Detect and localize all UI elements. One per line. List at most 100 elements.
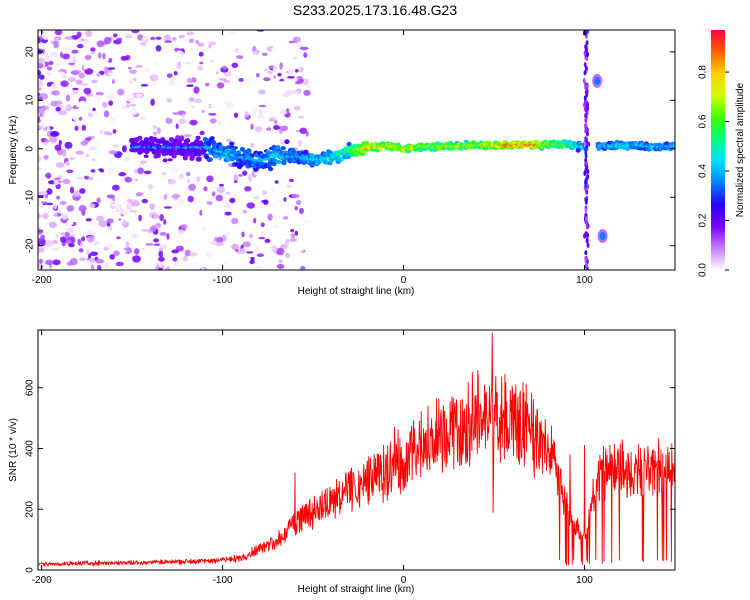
heat-burst-cell	[585, 166, 589, 172]
heat-noise-cell	[129, 209, 138, 213]
heat-burst-cell	[585, 220, 589, 226]
heat-burst-cell	[584, 232, 588, 238]
heat-noise-cell	[59, 236, 67, 243]
heat-noise-cell	[124, 176, 133, 183]
heat-noise-cell	[234, 58, 242, 64]
heat-ridge-cell	[155, 152, 161, 158]
heat-noise-cell	[216, 186, 226, 193]
heat-noise-cell	[234, 223, 238, 230]
heat-noise-cell	[41, 186, 48, 192]
heat-noise-cell	[304, 220, 312, 224]
heat-noise-cell	[53, 180, 60, 186]
heat-noise-cell	[280, 33, 286, 38]
heat-noise-cell	[172, 112, 180, 116]
heat-noise-cell	[38, 190, 48, 196]
heat-noise-cell	[105, 156, 113, 164]
heat-noise-cell	[296, 199, 302, 206]
heat-burst-cell	[587, 141, 591, 147]
heat-noise-cell	[194, 98, 202, 104]
heat-noise-cell	[55, 63, 61, 67]
heat-noise-cell	[111, 79, 115, 84]
heat-noise-cell	[215, 194, 223, 202]
heat-noise-cell	[271, 46, 280, 54]
snr-series-line	[38, 332, 675, 567]
heat-noise-cell	[258, 185, 266, 190]
snr-y-ticks: 0 200 400 600	[25, 379, 675, 573]
heat-noise-cell	[118, 172, 127, 177]
heat-noise-cell	[211, 191, 216, 197]
heat-noise-cell	[112, 33, 118, 38]
heat-noise-cell	[229, 197, 236, 204]
heat-noise-cell	[230, 73, 238, 79]
heat-noise-cell	[81, 236, 86, 242]
heat-noise-cell	[88, 257, 97, 263]
heat-noise-cell	[42, 266, 48, 270]
heat-noise-cell	[38, 251, 43, 257]
heat-noise-cell	[177, 50, 185, 59]
heat-noise-cell	[44, 155, 48, 161]
heat-noise-cell	[112, 129, 117, 134]
heat-ridge-cell	[171, 154, 177, 159]
heat-noise-cell	[238, 77, 244, 82]
heat-noise-cell	[276, 187, 285, 194]
heat-noise-cell	[178, 34, 186, 39]
heat-noise-cell	[241, 231, 245, 238]
heat-noise-cell	[219, 183, 224, 187]
heat-ridge-cell	[143, 154, 149, 158]
heat-noise-cell	[205, 252, 213, 258]
heat-noise-cell	[236, 55, 244, 60]
colorbar-ticks: 0.0 0.2 0.4 0.6 0.8	[698, 65, 729, 277]
heat-noise-cell	[242, 210, 247, 214]
heat-noise-cell	[122, 249, 127, 254]
heat-noise-cell	[151, 167, 157, 173]
heat-noise-cell	[231, 134, 235, 140]
heat-noise-cell	[255, 265, 263, 269]
x-tick-label: 0	[401, 575, 407, 586]
heat-noise-cell	[214, 241, 224, 246]
heat-noise-cell	[208, 113, 217, 116]
heat-ridge-cell	[275, 145, 281, 151]
heat-noise-cell	[38, 263, 42, 269]
heat-noise-cell	[79, 188, 86, 194]
heat-noise-cell	[261, 52, 268, 56]
heat-noise-cell	[264, 99, 268, 107]
heat-noise-cell	[140, 84, 149, 87]
heat-noise-cell	[96, 72, 101, 77]
heat-noise-cell	[300, 265, 306, 270]
heat-noise-cell	[196, 254, 205, 259]
heat-noise-cell	[88, 253, 92, 259]
heat-noise-cell	[273, 113, 282, 118]
heat-burst-cell	[583, 50, 587, 56]
heat-noise-cell	[38, 217, 44, 221]
heat-noise-cell	[75, 102, 82, 108]
y-tick-label: 200	[25, 500, 36, 517]
heat-noise-cell	[38, 143, 41, 147]
heat-noise-cell	[154, 262, 160, 266]
heat-noise-cell	[101, 126, 108, 132]
heat-noise-cell	[266, 127, 272, 131]
heat-noise-cell	[168, 179, 176, 185]
heat-noise-cell	[69, 258, 78, 266]
heat-noise-cell	[64, 104, 70, 109]
heat-noise-cell	[53, 203, 57, 210]
heat-noise-cell	[258, 109, 263, 117]
heat-noise-cell	[76, 223, 83, 227]
heat-noise-cell	[62, 178, 71, 185]
heat-noise-cell	[109, 43, 117, 46]
heat-noise-cell	[39, 179, 47, 186]
colorbar-label: Normalized spectral amplitude	[735, 82, 746, 217]
heat-noise-cell	[263, 68, 269, 72]
heat-noise-cell	[133, 263, 139, 270]
heat-noise-cell	[65, 94, 71, 102]
heat-noise-cell	[115, 203, 123, 211]
y-tick-label: 600	[25, 379, 36, 396]
heat-burst-cell	[584, 258, 588, 264]
heat-noise-cell	[117, 96, 122, 101]
y-tick-label: 0	[25, 146, 36, 152]
heat-noise-cell	[231, 217, 239, 225]
heat-noise-cell	[222, 65, 227, 70]
heat-noise-cell	[62, 149, 67, 157]
heat-burst-cell	[585, 237, 589, 243]
heat-noise-cell	[133, 212, 137, 219]
heat-noise-cell	[242, 241, 251, 248]
